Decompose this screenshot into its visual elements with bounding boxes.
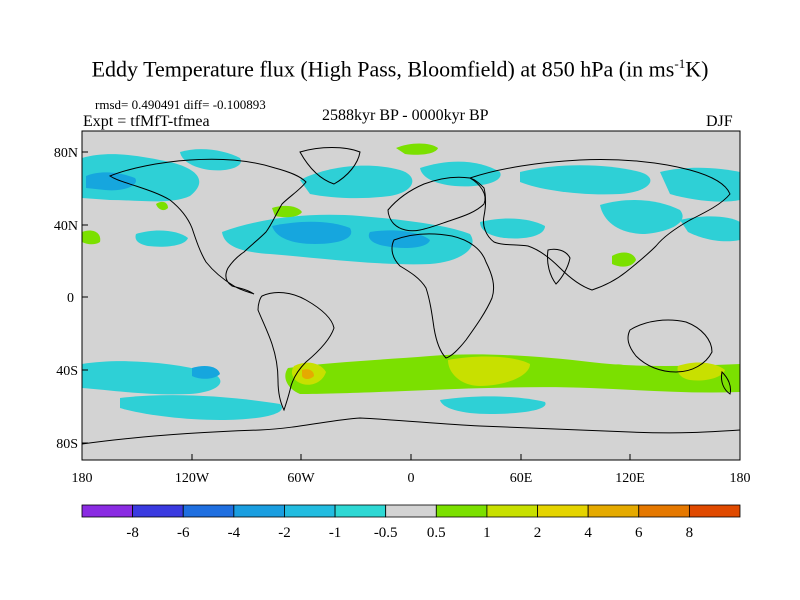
period-label: 2588kyr BP - 0000kyr BP [322, 107, 489, 124]
lon-label-60w: 60W [287, 471, 315, 486]
anomaly-indian-green [608, 364, 631, 377]
anomaly-scandinavia [420, 161, 501, 187]
lat-label-40s: 40S [56, 364, 78, 379]
colorbar-swatch [182, 504, 235, 518]
colorbar-swatch [537, 504, 589, 518]
lat-label-80n: 80N [54, 146, 78, 161]
colorbar-swatch [233, 504, 285, 518]
experiment-label: Expt = tfMfT-tfmea [83, 113, 210, 130]
lon-label-120e: 120E [615, 471, 645, 486]
colorbar-swatch [435, 504, 488, 518]
anomaly-fields [82, 143, 740, 420]
anomaly-southern-ocean-yellow [448, 356, 530, 386]
colorbar-label: 0.5 [427, 525, 446, 541]
colorbar-swatch [688, 504, 741, 518]
anomaly-south-pacific-blue [192, 366, 220, 379]
coast-south-america [257, 292, 335, 412]
colorbar-label: -6 [177, 525, 190, 541]
anomaly-mid-pacific [680, 216, 740, 242]
colorbar-label: 1 [483, 525, 491, 541]
anomaly-arctic-green [396, 143, 438, 155]
anomaly-40n-pacific-west [135, 230, 188, 247]
colorbar-swatch [486, 504, 538, 518]
colorbar: -8 -6 -4 -2 -1 -0.5 0.5 1 2 4 6 8 [81, 504, 741, 541]
anomaly-patagonia-orange [302, 369, 314, 379]
coast-africa [391, 233, 495, 359]
colorbar-label: 6 [635, 525, 643, 541]
coast-north-america [108, 158, 307, 295]
colorbar-swatch [587, 504, 640, 518]
anomaly-north-atlantic [300, 165, 413, 199]
colorbar-label: -0.5 [374, 525, 398, 541]
colorbar-label: -8 [126, 525, 139, 541]
coast-new-zealand [721, 370, 731, 395]
coast-antarctica [82, 417, 740, 445]
anomaly-pacific-green [156, 201, 168, 211]
colorbar-label: -1 [329, 525, 342, 541]
colorbar-label: -4 [228, 525, 241, 541]
lon-label-60e: 60E [510, 471, 533, 486]
colorbar-swatch [385, 504, 437, 518]
anomaly-north-pacific-blue [86, 172, 136, 191]
anomaly-south-atlantic-cyan [440, 396, 546, 414]
stats-label: rmsd= 0.490491 diff= -0.100893 [95, 97, 266, 112]
anomaly-40n-green-west [82, 230, 101, 245]
anomaly-40n-atlantic-blue [272, 221, 352, 244]
lon-label-0: 0 [408, 471, 415, 486]
lat-label-80s: 80S [56, 437, 78, 452]
coast-greenland [299, 147, 361, 185]
title-tail: K) [685, 56, 709, 82]
anomaly-japan [600, 199, 683, 234]
title-superscript: -1 [674, 56, 686, 71]
colorbar-label: 2 [534, 525, 542, 541]
anomaly-north-pacific-east [660, 167, 740, 202]
title-main: Eddy Temperature flux (High Pass, Bloomf… [91, 56, 675, 82]
colorbar-swatch [132, 504, 184, 518]
coastlines [82, 147, 740, 445]
anomaly-mediterranean [480, 218, 545, 239]
anomaly-siberia [520, 165, 651, 195]
season-label: DJF [706, 113, 733, 130]
longitude-axis: 180 120W 60W 0 60E 120E 180 [72, 454, 751, 486]
colorbar-label: -2 [278, 525, 291, 541]
coast-europe [387, 176, 486, 232]
coast-india [547, 248, 571, 285]
coast-asia [468, 158, 731, 291]
colorbar-label: 4 [584, 525, 592, 541]
colorbar-label: 8 [686, 525, 694, 541]
anomaly-south-pacific-cyan [82, 361, 221, 395]
lat-label-0: 0 [67, 291, 74, 306]
colorbar-swatch [334, 504, 387, 518]
lon-label-180-east: 180 [730, 471, 751, 486]
colorbar-swatch [81, 504, 134, 518]
latitude-axis: 80N 40N 0 40S 80S [54, 146, 88, 452]
anomaly-australia-yellow [677, 362, 725, 381]
lon-label-180-west: 180 [72, 471, 93, 486]
colorbar-swatch [638, 504, 690, 518]
map-title: Eddy Temperature flux (High Pass, Bloomf… [0, 56, 800, 82]
lon-label-120w: 120W [175, 471, 210, 486]
coast-australia [627, 319, 713, 373]
anomaly-china-green [612, 252, 636, 267]
colorbar-swatch [284, 504, 336, 518]
anomaly-south-pacific-cyan-2 [120, 395, 282, 420]
lat-label-40n: 40N [54, 219, 78, 234]
